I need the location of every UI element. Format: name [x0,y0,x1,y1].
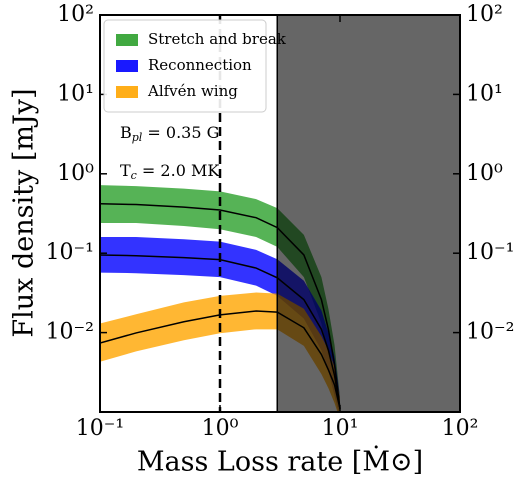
x-tick-label: 10⁰ [202,416,239,441]
y2-tick-label: 10⁰ [466,161,503,186]
legend-swatch [116,34,138,46]
y-tick-label: 10⁰ [57,161,94,186]
legend-box [103,19,267,113]
legend-swatch [116,60,138,72]
annotation: Bpl = 0.35 G [120,123,219,145]
y-tick-label: 10⁻¹ [46,240,94,265]
legend-label: Reconnection [148,56,252,74]
y-tick-label: 10¹ [57,81,94,106]
y2-tick-label: 10⁻² [466,320,514,345]
y-tick-label: 10² [57,2,94,27]
x-tick-label: 10⁻¹ [76,416,124,441]
x-tick-label: 10¹ [322,416,359,441]
y-tick-label: 10⁻² [46,320,94,345]
annotation-part: c [131,169,137,182]
plot-area [100,15,460,412]
x-tick-label: 10² [442,416,479,441]
legend-label: Stretch and break [148,30,287,48]
y2-tick-label: 10¹ [466,81,503,106]
annotation-part: T [120,161,131,180]
y2-tick-label: 10² [466,2,503,27]
plot-frame [99,14,461,413]
annotation: Tc = 2.0 MK [120,161,220,183]
annotation-part: pl [132,131,143,144]
y2-tick-label: 10⁻¹ [466,240,514,265]
shaded-region [276,15,460,412]
legend-label: Alfvén wing [147,82,238,100]
annotation-part: = 0.35 G [142,123,219,142]
legend-swatch [116,86,138,98]
x-axis-label: Mass Loss rate [Ṁ⊙] [137,445,423,478]
overlay: 10⁻¹ 10⁰ 10¹ 10² 10⁻² 10⁻¹ 10⁰ 10¹ 10² 10⁻² 10⁻¹ 10… [46,2,515,441]
y-axis-label: Flux density [mJy] [9,88,40,337]
annotation-part: B [120,123,132,142]
annotation-part: = 2.0 MK [137,161,220,180]
